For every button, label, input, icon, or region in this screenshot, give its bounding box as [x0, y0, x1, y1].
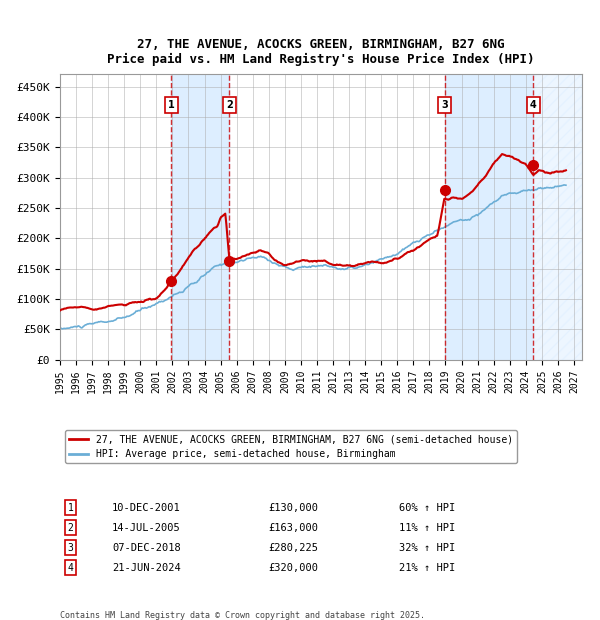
- Text: 3: 3: [68, 543, 73, 553]
- Bar: [533, 74, 582, 360]
- Text: £280,225: £280,225: [269, 543, 319, 553]
- Text: 1: 1: [168, 100, 175, 110]
- Text: 10-DEC-2001: 10-DEC-2001: [112, 503, 181, 513]
- Text: 1: 1: [68, 503, 73, 513]
- Text: 2: 2: [68, 523, 73, 533]
- Bar: [445, 74, 533, 360]
- Text: 60% ↑ HPI: 60% ↑ HPI: [400, 503, 455, 513]
- Text: £163,000: £163,000: [269, 523, 319, 533]
- Text: 32% ↑ HPI: 32% ↑ HPI: [400, 543, 455, 553]
- Text: £130,000: £130,000: [269, 503, 319, 513]
- Text: 11% ↑ HPI: 11% ↑ HPI: [400, 523, 455, 533]
- Text: Contains HM Land Registry data © Crown copyright and database right 2025.
This d: Contains HM Land Registry data © Crown c…: [60, 611, 425, 620]
- Bar: [172, 74, 229, 360]
- Text: 21% ↑ HPI: 21% ↑ HPI: [400, 563, 455, 573]
- Text: 4: 4: [68, 563, 73, 573]
- Text: 4: 4: [530, 100, 537, 110]
- Legend: 27, THE AVENUE, ACOCKS GREEN, BIRMINGHAM, B27 6NG (semi-detached house), HPI: Av: 27, THE AVENUE, ACOCKS GREEN, BIRMINGHAM…: [65, 430, 517, 463]
- Text: 3: 3: [441, 100, 448, 110]
- Text: 21-JUN-2024: 21-JUN-2024: [112, 563, 181, 573]
- Text: £320,000: £320,000: [269, 563, 319, 573]
- Text: 14-JUL-2005: 14-JUL-2005: [112, 523, 181, 533]
- Text: 2: 2: [226, 100, 233, 110]
- Title: 27, THE AVENUE, ACOCKS GREEN, BIRMINGHAM, B27 6NG
Price paid vs. HM Land Registr: 27, THE AVENUE, ACOCKS GREEN, BIRMINGHAM…: [107, 38, 535, 66]
- Text: 07-DEC-2018: 07-DEC-2018: [112, 543, 181, 553]
